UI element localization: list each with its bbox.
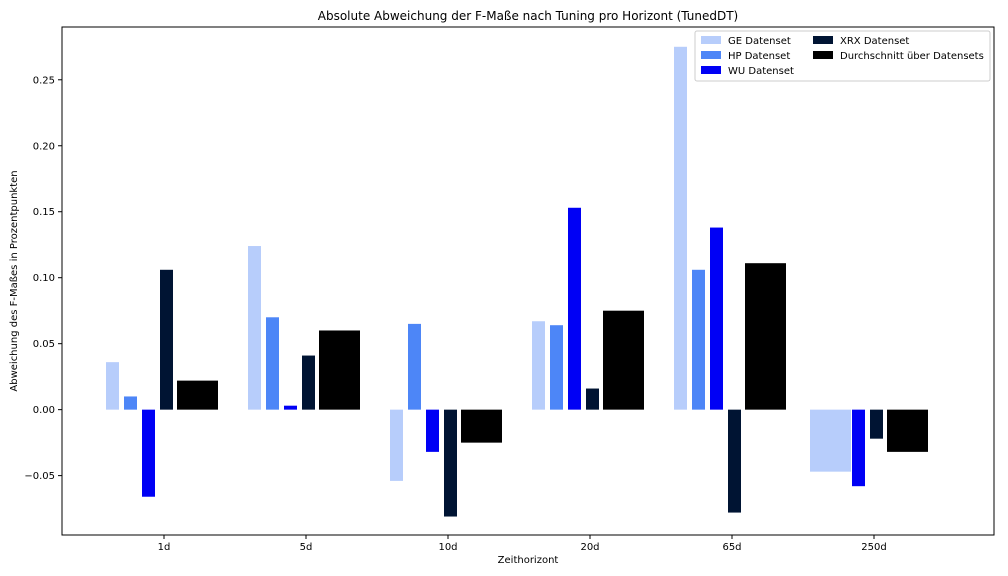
y-tick-label: −0.05 — [24, 471, 55, 482]
legend-swatch — [813, 51, 833, 59]
x-tick-label: 65d — [722, 542, 741, 553]
bar-hp-datenset-5d — [266, 317, 279, 410]
x-tick-label: 5d — [300, 542, 313, 553]
y-axis-title: Abweichung des F-Maßes in Prozentpunkten — [9, 170, 20, 391]
bar-wu-datenset-250d — [852, 409, 865, 487]
bar-xrx-datenset-250d — [870, 409, 883, 439]
y-tick-label: 0.20 — [33, 141, 55, 152]
plot-frame — [61, 26, 995, 536]
legend-swatch — [701, 51, 721, 59]
bar-ge-datenset-10d — [390, 409, 403, 481]
x-tick-label: 20d — [580, 542, 599, 553]
legend-box — [694, 30, 991, 82]
bar-wu-datenset-5d — [284, 405, 297, 410]
legend-label: HP Datenset — [728, 51, 790, 62]
x-tick-label: 250d — [861, 542, 886, 553]
y-tick-label: 0.15 — [33, 207, 55, 218]
legend-label: WU Datenset — [728, 66, 794, 77]
legend-swatch — [701, 36, 721, 44]
bar-xrx-datenset-5d — [302, 355, 315, 410]
bar-ge-datenset-250d — [810, 409, 851, 472]
bar-wu-datenset-65d — [710, 227, 723, 410]
legend-swatch — [813, 36, 833, 44]
legend-label: Durchschnitt über Datensets — [840, 51, 984, 62]
bar-ge-datenset-65d — [674, 46, 687, 410]
bar-durchschnitt-ber-datensets-20d — [603, 310, 644, 410]
bar-wu-datenset-20d — [568, 207, 581, 410]
y-tick-label: 0.25 — [33, 75, 55, 86]
bar-xrx-datenset-1d — [160, 269, 173, 410]
x-tick-label: 10d — [438, 542, 457, 553]
legend-label: GE Datenset — [728, 36, 791, 47]
x-axis-title: Zeithorizont — [498, 555, 559, 566]
bar-ge-datenset-20d — [532, 321, 545, 410]
bar-hp-datenset-65d — [692, 269, 705, 410]
bar-durchschnitt-ber-datensets-65d — [745, 263, 786, 410]
bar-hp-datenset-1d — [124, 396, 137, 410]
bar-xrx-datenset-20d — [586, 388, 599, 410]
bar-ge-datenset-5d — [248, 246, 261, 410]
bar-xrx-datenset-65d — [728, 409, 741, 513]
y-tick-label: 0.00 — [33, 405, 55, 416]
bar-hp-datenset-10d — [408, 323, 421, 410]
bar-ge-datenset-1d — [106, 362, 119, 410]
bar-wu-datenset-1d — [142, 409, 155, 497]
bar-durchschnitt-ber-datensets-5d — [319, 330, 360, 410]
bar-xrx-datenset-10d — [444, 409, 457, 517]
bar-durchschnitt-ber-datensets-1d — [177, 380, 218, 410]
bar-wu-datenset-10d — [426, 409, 439, 452]
plot-area — [106, 46, 928, 517]
bar-durchschnitt-ber-datensets-10d — [461, 409, 502, 443]
y-tick-label: 0.10 — [33, 273, 55, 284]
bar-durchschnitt-ber-datensets-250d — [887, 409, 928, 452]
y-tick-label: 0.05 — [33, 339, 55, 350]
bar-hp-datenset-20d — [550, 325, 563, 410]
x-tick-label: 1d — [158, 542, 171, 553]
chart-title: Absolute Abweichung der F-Maße nach Tuni… — [318, 9, 738, 23]
legend: GE Datenset HP Datenset WU Datenset XRX Dat… — [694, 30, 991, 82]
legend-swatch — [701, 66, 721, 74]
legend-label: XRX Datenset — [840, 36, 909, 47]
